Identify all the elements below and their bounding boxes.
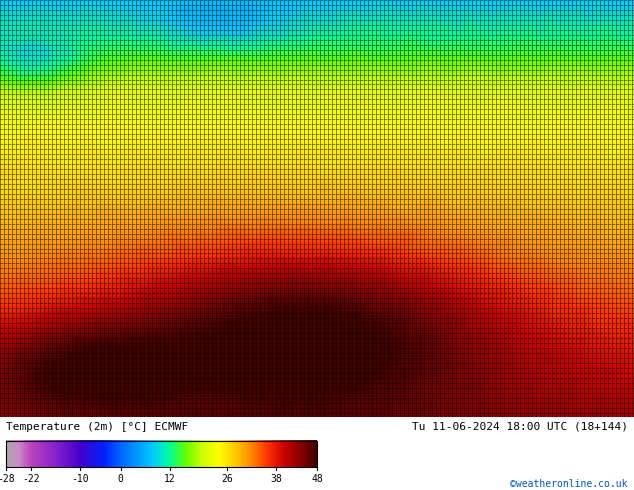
Text: 0: 0 bbox=[118, 474, 124, 484]
Text: ©weatheronline.co.uk: ©weatheronline.co.uk bbox=[510, 479, 628, 489]
Text: Tu 11-06-2024 18:00 UTC (18+144): Tu 11-06-2024 18:00 UTC (18+144) bbox=[411, 422, 628, 432]
Text: -28: -28 bbox=[0, 474, 15, 484]
Text: 48: 48 bbox=[311, 474, 323, 484]
Text: Temperature (2m) [°C] ECMWF: Temperature (2m) [°C] ECMWF bbox=[6, 422, 188, 432]
Text: 26: 26 bbox=[221, 474, 233, 484]
Bar bbox=[6, 441, 317, 467]
Text: -10: -10 bbox=[71, 474, 89, 484]
Text: 12: 12 bbox=[164, 474, 176, 484]
Text: -22: -22 bbox=[22, 474, 40, 484]
Text: 38: 38 bbox=[270, 474, 282, 484]
